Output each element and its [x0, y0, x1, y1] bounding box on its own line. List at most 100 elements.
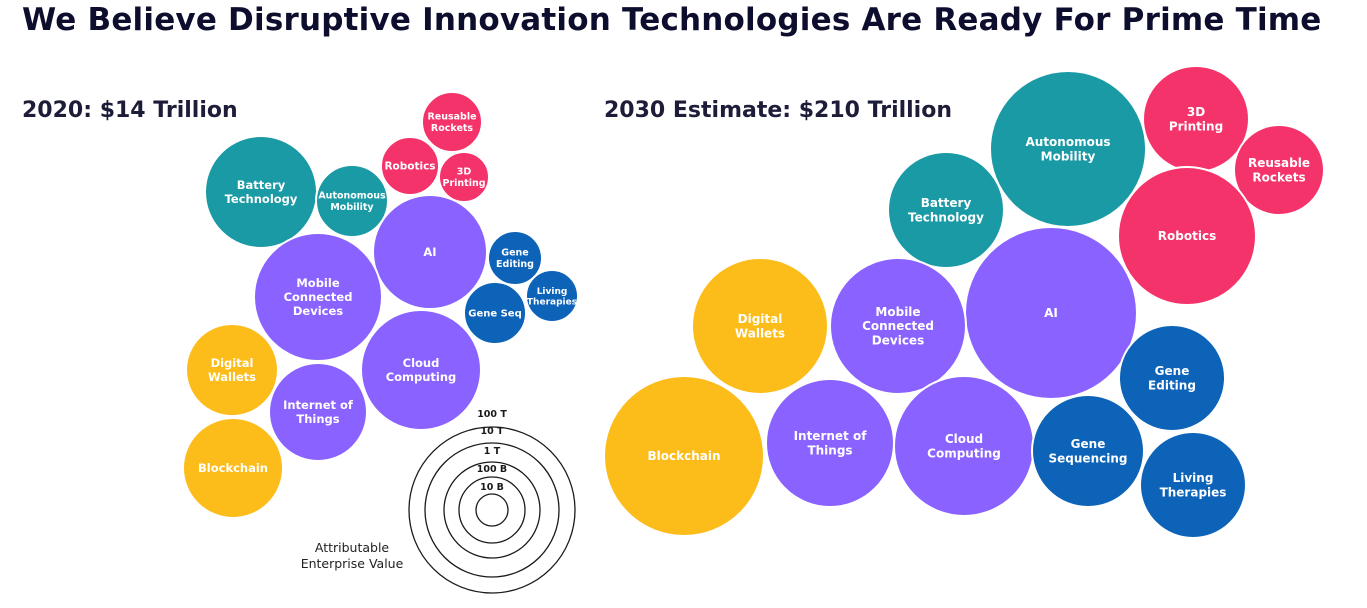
bubble-2030-living-therapies: Living Therapies	[1139, 431, 1247, 539]
chart-2030-title: 2030 Estimate: $210 Trillion	[604, 98, 953, 123]
bubble-circle	[1031, 394, 1145, 508]
bubble-label-line: Robotics	[1158, 229, 1216, 243]
bubble-circle	[691, 257, 829, 395]
bubble-circle	[421, 91, 483, 153]
bubble-2030-gene-editing: Gene Editing	[1118, 324, 1226, 432]
bubble-label-line: 3D	[457, 167, 472, 178]
bubble-2020-gene-editing: Gene Editing	[487, 230, 543, 286]
bubble-label-line: Robotics	[384, 161, 435, 173]
bubble-label: Autonomous Mobility	[1025, 135, 1110, 163]
bubble-2020-gene-seq: Gene Seq	[463, 281, 527, 345]
bubble-circle	[372, 194, 488, 310]
bubble-2020-blockchain: Blockchain	[182, 417, 284, 519]
bubble-label: Cloud Computing	[927, 432, 1001, 460]
bubble-2030-internet-of-things: Internet of Things	[765, 378, 895, 508]
bubble-label: Reusable Rockets	[427, 112, 476, 134]
bubble-label-line: Internet of	[794, 429, 868, 443]
bubble-2020-digital-wallets: Digital Wallets	[185, 323, 279, 417]
bubble-label: Internet of Things	[794, 429, 868, 457]
bubble-label: Robotics	[1158, 229, 1216, 243]
bubble-circle	[438, 151, 490, 203]
bubble-label-line: Printing	[1169, 119, 1223, 133]
bubble-label-line: Internet of	[283, 398, 354, 412]
bubble-label-line: Editing	[496, 259, 534, 270]
bubble-label-line: Living	[1173, 471, 1214, 485]
bubble-circle	[989, 70, 1147, 228]
bubble-circle	[315, 164, 389, 238]
bubble-label: 3D Printing	[1169, 105, 1223, 133]
bubble-label: Digital Wallets	[735, 312, 785, 340]
bubble-2020-internet-of-things: Internet of Things	[268, 362, 368, 462]
bubble-circle	[253, 232, 383, 362]
bubble-label-line: Mobile	[875, 305, 920, 319]
bubble-label-line: Reusable	[427, 112, 476, 123]
bubble-2030-digital-wallets: Digital Wallets	[691, 257, 829, 395]
legend-ring-10-b	[475, 493, 509, 527]
bubble-label: Reusable Rockets	[1248, 156, 1310, 184]
bubble-label: AI	[423, 245, 436, 259]
bubble-circle	[487, 230, 543, 286]
bubble-label-line: Digital	[211, 356, 254, 370]
bubble-label-line: Therapies	[1160, 485, 1227, 499]
bubble-label: Gene Editing	[1148, 364, 1196, 392]
bubble-2020-battery-technology: Battery Technology	[204, 135, 318, 249]
size-legend: 100 T 10 T 1 T 100 B 10 B	[408, 409, 576, 594]
bubble-label-line: Cloud	[945, 432, 983, 446]
bubble-label: Digital Wallets	[208, 356, 256, 384]
bubble-chart-2030: Autonomous Mobility Battery Technology 3D Pri…	[603, 65, 1325, 539]
bubble-label-line: Mobility	[1041, 149, 1096, 163]
bubble-label: Mobile Connected Devices	[862, 305, 934, 348]
bubble-circle	[182, 417, 284, 519]
legend-ring-label: 10 B	[480, 482, 504, 493]
bubble-circle	[887, 151, 1005, 269]
legend-ring-100-t	[408, 426, 576, 594]
bubble-label: Autonomous Mobility	[318, 191, 386, 213]
bubble-label-line: Technology	[225, 192, 298, 206]
bubble-2020-autonomous-mobility: Autonomous Mobility	[315, 164, 389, 238]
bubble-label-line: Therapies	[527, 298, 577, 308]
bubble-2030-reusable-rockets: Reusable Rockets	[1233, 124, 1325, 216]
bubble-2020-mobile-connected-devices: Mobile Connected Devices	[253, 232, 383, 362]
bubble-label-line: Editing	[1148, 378, 1196, 392]
bubble-label: Battery Technology	[225, 178, 298, 206]
bubble-label: Blockchain	[647, 449, 720, 463]
bubble-label: Gene Sequencing	[1049, 437, 1128, 465]
bubble-label-line: AI	[423, 245, 436, 259]
bubble-circle	[185, 323, 279, 417]
bubble-label-line: Sequencing	[1049, 451, 1128, 465]
legend-ring-label: 1 T	[484, 446, 501, 457]
bubble-circle	[525, 269, 579, 323]
bubble-2030-autonomous-mobility: Autonomous Mobility	[989, 70, 1147, 228]
legend-ring-10-t	[424, 442, 560, 578]
bubble-label-line: Things	[296, 412, 339, 426]
bubble-2020-ai: AI	[372, 194, 488, 310]
bubble-2030-cloud-computing: Cloud Computing	[893, 375, 1035, 517]
bubble-label-line: AI	[1044, 306, 1058, 320]
legend-ring-label: 100 T	[477, 409, 507, 420]
bubble-circle	[1118, 324, 1226, 432]
bubble-2020-cloud-computing: Cloud Computing	[360, 309, 482, 431]
bubble-label-line: Rockets	[431, 123, 474, 134]
bubble-label-line: Computing	[386, 370, 457, 384]
bubble-label-line: Autonomous	[1025, 135, 1110, 149]
bubble-2020-robotics: Robotics	[380, 136, 440, 196]
bubble-label-line: Devices	[872, 334, 924, 348]
legend-ring-label: 100 B	[477, 464, 507, 475]
bubble-label-line: Wallets	[735, 326, 785, 340]
legend-ring-100-b	[458, 476, 526, 544]
legend-ring-1-t	[443, 461, 541, 559]
bubble-label: AI	[1044, 306, 1058, 320]
legend-caption: Attributable Enterprise Value	[280, 540, 424, 572]
bubble-label-line: Things	[807, 443, 852, 457]
bubble-label-line: Printing	[442, 178, 485, 189]
bubble-label-line: Wallets	[208, 370, 256, 384]
bubble-circle	[1117, 166, 1257, 306]
bubble-2020-3d-printing: 3D Printing	[438, 151, 490, 203]
bubble-2030-robotics: Robotics	[1117, 166, 1257, 306]
bubble-2030-blockchain: Blockchain	[603, 375, 765, 537]
bubble-label: Robotics	[384, 161, 435, 173]
bubble-label-line: Blockchain	[647, 449, 720, 463]
bubble-label-line: Rockets	[1252, 170, 1305, 184]
bubble-circle	[829, 257, 967, 395]
bubble-label-line: Cloud	[403, 356, 440, 370]
